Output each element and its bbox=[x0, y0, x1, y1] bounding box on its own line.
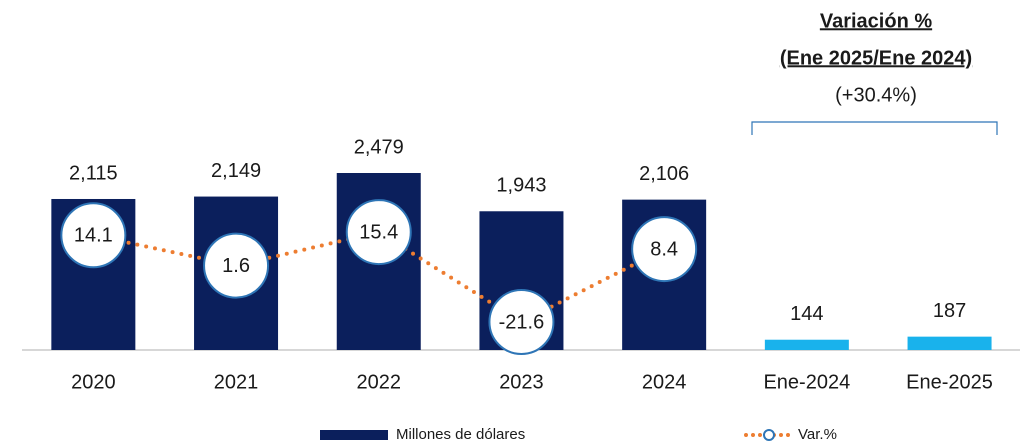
bracket bbox=[751, 121, 998, 135]
line-value-label: 1.6 bbox=[222, 255, 250, 277]
x-tick-label: 2021 bbox=[214, 371, 259, 393]
x-tick-label: 2020 bbox=[71, 371, 116, 393]
line bbox=[91, 229, 667, 325]
legend-marker bbox=[763, 429, 775, 441]
marker bbox=[631, 216, 698, 283]
line-value-label: 8.4 bbox=[650, 238, 678, 260]
value-label: 2,106 bbox=[639, 163, 689, 185]
legend-swatch bbox=[320, 430, 388, 440]
bar bbox=[764, 339, 849, 350]
x-tick-label: Ene-2024 bbox=[763, 371, 850, 393]
annotation-value: (+30.4%) bbox=[835, 84, 917, 106]
line-value-label: 14.1 bbox=[74, 225, 113, 247]
marker bbox=[345, 199, 412, 266]
value-label: 144 bbox=[790, 303, 823, 325]
value-label: 2,149 bbox=[211, 160, 261, 182]
marker bbox=[203, 232, 270, 299]
marker bbox=[488, 288, 555, 355]
legend-label: Millones de dólares bbox=[396, 426, 525, 443]
value-label: 187 bbox=[933, 300, 966, 322]
line-value-label: -21.6 bbox=[499, 311, 545, 333]
x-tick-label: 2023 bbox=[499, 371, 544, 393]
value-label: 2,479 bbox=[354, 136, 404, 158]
x-tick-label: 2022 bbox=[357, 371, 402, 393]
bar bbox=[907, 336, 992, 350]
value-label: 1,943 bbox=[496, 175, 546, 197]
value-label: 2,115 bbox=[69, 162, 118, 184]
legend-label: Var.% bbox=[798, 426, 837, 443]
marker bbox=[60, 202, 127, 269]
x-tick-label: Ene-2025 bbox=[906, 371, 993, 393]
annotation-subtitle: (Ene 2025/Ene 2024) bbox=[780, 47, 972, 69]
line-value-label: 15.4 bbox=[359, 221, 398, 243]
x-tick-label: 2024 bbox=[642, 371, 687, 393]
annotation-title: Variación % bbox=[820, 10, 932, 32]
